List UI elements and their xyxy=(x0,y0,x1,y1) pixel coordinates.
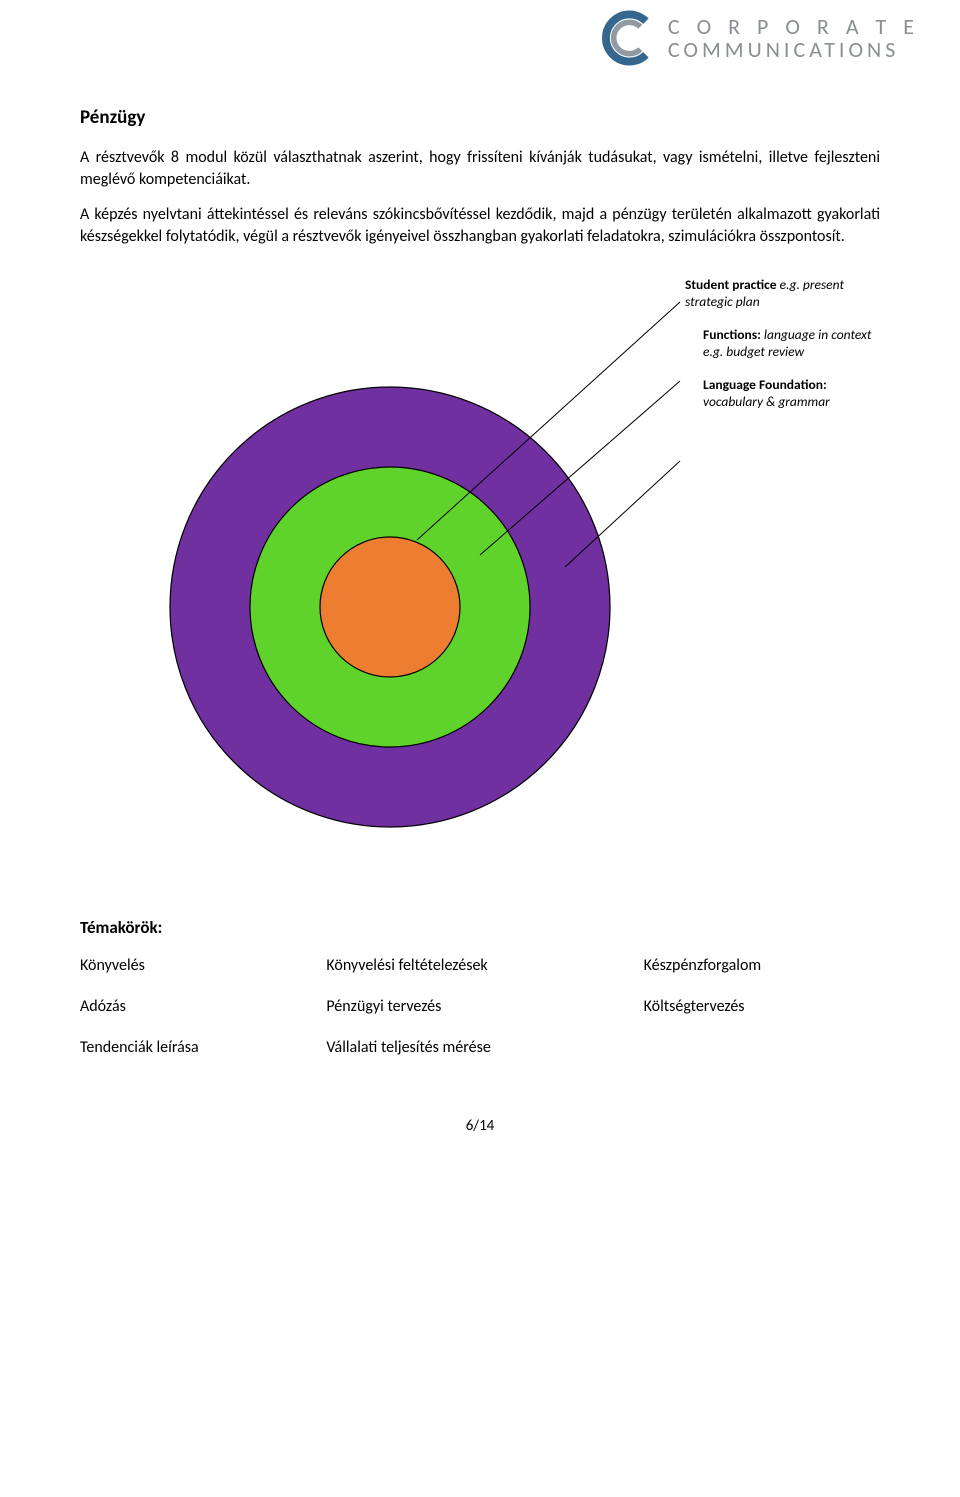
diagram-ring xyxy=(320,537,460,677)
topic-item: Tendenciák leírása xyxy=(80,1038,316,1057)
diagram-callout: Functions: language in context e.g. budg… xyxy=(685,327,880,361)
brand-line2: COMMUNICATIONS xyxy=(668,37,920,62)
topic-item: Készpénzforgalom xyxy=(644,956,880,975)
page-body: Pénzügy A résztvevők 8 modul közül válas… xyxy=(0,106,960,1175)
topic-item: Könyvelés xyxy=(80,956,316,975)
topic-item: Pénzügyi tervezés xyxy=(326,997,633,1016)
topics-section: Témakörök: Könyvelés Könyvelési feltétele… xyxy=(80,917,880,1057)
concentric-diagram: Student practice e.g. present strategic … xyxy=(80,277,880,837)
diagram-callout: Student practice e.g. present strategic … xyxy=(685,277,880,311)
diagram-callout: Language Foundation: vocabulary & gramma… xyxy=(685,377,880,411)
callout-text: vocabulary & grammar xyxy=(703,393,830,410)
callout-text: Student practice xyxy=(685,276,777,293)
paragraph-1: A résztvevők 8 modul közül választhatnak… xyxy=(80,147,880,190)
topic-item: Adózás xyxy=(80,997,316,1016)
topics-heading: Témakörök: xyxy=(80,917,880,938)
topic-item: Könyvelési feltételezések xyxy=(326,956,633,975)
page-number: 6/14 xyxy=(80,1117,880,1135)
brand-logo-icon xyxy=(600,10,656,66)
topic-item: Költségtervezés xyxy=(644,997,880,1016)
callout-text: Functions: xyxy=(703,326,761,343)
page-header: C O R P O R A T E COMMUNICATIONS xyxy=(0,0,960,76)
brand-text: C O R P O R A T E COMMUNICATIONS xyxy=(668,14,920,63)
paragraph-2: A képzés nyelvtani áttekintéssel és rele… xyxy=(80,204,880,247)
topic-item xyxy=(644,1038,880,1057)
section-title: Pénzügy xyxy=(80,106,880,129)
topics-grid: Könyvelés Könyvelési feltételezések Készpé… xyxy=(80,956,880,1057)
topic-item: Vállalati teljesítés mérése xyxy=(326,1038,633,1057)
diagram-callouts: Student practice e.g. present strategic … xyxy=(685,277,880,426)
callout-text: Language Foundation: xyxy=(703,376,827,393)
